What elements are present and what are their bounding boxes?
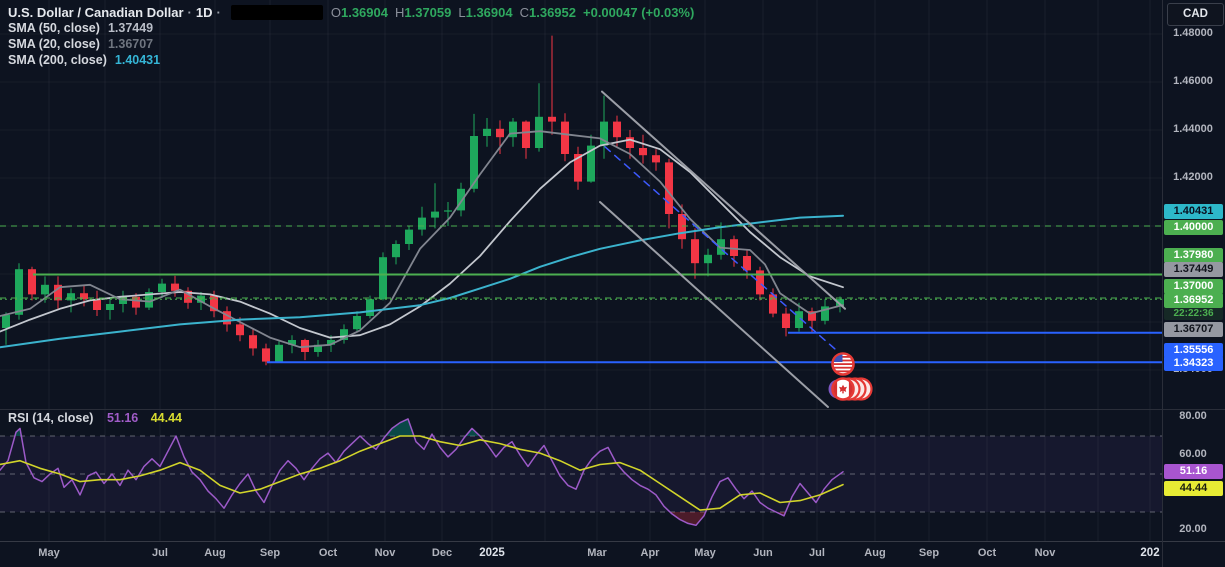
rsi-badge-44.44: 44.44 [1164,481,1223,496]
time-label-Nov: Nov [374,547,396,559]
change-value: +0.00047 (+0.03%) [583,5,695,20]
price-badge-1.36952: 1.36952 [1164,293,1223,308]
rsi-tick-80.00: 80.00 [1179,410,1207,422]
price-badge-1.35556: 1.35556 [1164,343,1223,358]
price-tick-1.48000: 1.48000 [1173,27,1213,39]
close-label: C [519,5,529,20]
time-label-Mar: Mar [587,547,607,559]
symbol-title[interactable]: U.S. Dollar / Canadian Dollar [8,5,184,20]
sma200-label: SMA (200, close) [8,53,107,67]
time-label-May: May [38,547,60,559]
sma20-value: 1.36707 [107,37,154,51]
sma20-line [0,130,844,349]
sma50-line [0,138,844,339]
bar-countdown: 22:22:36 [1164,308,1223,320]
price-badge-1.40000: 1.40000 [1164,220,1223,235]
time-label-202: 202 [1140,547,1160,559]
price-badge-1.37980: 1.37980 [1164,248,1223,263]
rsi-value: 51.16 [106,411,139,425]
rsi-badge-51.16: 51.16 [1164,464,1223,479]
rsi-legend[interactable]: RSI (14, close) 51.16 44.44 [8,411,182,425]
time-axis-separator [0,541,1225,542]
time-label-Sep: Sep [259,547,281,559]
sma200-line [0,214,844,349]
redacted-box [230,5,323,20]
rsi-panel [0,418,1162,526]
price-tick-1.44000: 1.44000 [1173,123,1213,135]
rsi-ma-value: 44.44 [150,411,182,425]
time-label-Oct: Oct [318,547,338,559]
low-value: 1.36904 [465,5,513,20]
high-value: 1.37059 [404,5,452,20]
sma50-value: 1.37449 [107,21,154,35]
time-label-Jul: Jul [152,547,168,559]
price-axis-separator [1162,0,1163,567]
timeframe-label[interactable]: 1D [195,5,213,20]
indicator-legend-sma200[interactable]: SMA (200, close) 1.40431 [8,53,160,67]
price-levels[interactable] [0,225,1162,364]
indicator-legend-sma50[interactable]: SMA (50, close) 1.37449 [8,21,153,35]
close-value: 1.36952 [529,5,576,20]
price-axis[interactable]: 1.480001.460001.440001.420001.3400080.00… [1163,0,1225,541]
rsi-ma-line [0,435,844,511]
time-label-Jul: Jul [809,547,825,559]
price-badge-1.34323: 1.34323 [1164,356,1223,371]
time-label-2025: 2025 [479,547,505,559]
event-flags[interactable] [828,352,873,401]
currency-toggle-button[interactable]: CAD [1167,3,1224,26]
indicator-legend-sma20[interactable]: SMA (20, close) 1.36707 [8,37,153,51]
open-value: 1.36904 [340,5,388,20]
panel-separator[interactable] [0,409,1225,410]
time-label-Aug: Aug [864,547,886,559]
open-label: O [330,5,341,20]
trendlines[interactable] [599,90,846,408]
time-label-May: May [694,547,716,559]
rsi-tick-60.00: 60.00 [1179,448,1207,460]
price-tick-1.46000: 1.46000 [1173,75,1213,87]
ohlc-readout: O 1.36904 H 1.37059 L 1.36904 C 1.36952 … [331,5,694,20]
high-label: H [394,5,405,20]
sma50-label: SMA (50, close) [8,21,100,35]
time-axis[interactable]: May Jul Aug Sep Oct Nov Dec 2025 Mar Apr May Jun Jul… [0,542,1162,567]
price-badge-1.40431: 1.40431 [1164,204,1223,219]
rsi-label: RSI (14, close) [8,411,94,425]
price-tick-1.42000: 1.42000 [1173,171,1213,183]
price-badge-1.37449: 1.37449 [1164,262,1223,277]
time-label-Sep: Sep [918,547,940,559]
price-badge-1.36707: 1.36707 [1164,322,1223,337]
time-label-Dec: Dec [431,547,453,559]
symbol-header[interactable]: U.S. Dollar / Canadian Dollar · 1D · O 1… [8,5,694,20]
price-badge-1.37000: 1.37000 [1164,279,1223,294]
candlestick-series [2,35,844,366]
header-separator: · [187,5,192,20]
time-label-Nov: Nov [1034,547,1056,559]
time-label-Jun: Jun [753,547,773,559]
sma20-label: SMA (20, close) [8,37,100,51]
time-label-Oct: Oct [977,547,997,559]
rsi-tick-20.00: 20.00 [1179,523,1207,535]
low-label: L [458,5,466,20]
header-separator2: · [216,5,221,20]
sma200-value: 1.40431 [114,53,161,67]
time-label-Apr: Apr [640,547,660,559]
time-label-Aug: Aug [204,547,226,559]
